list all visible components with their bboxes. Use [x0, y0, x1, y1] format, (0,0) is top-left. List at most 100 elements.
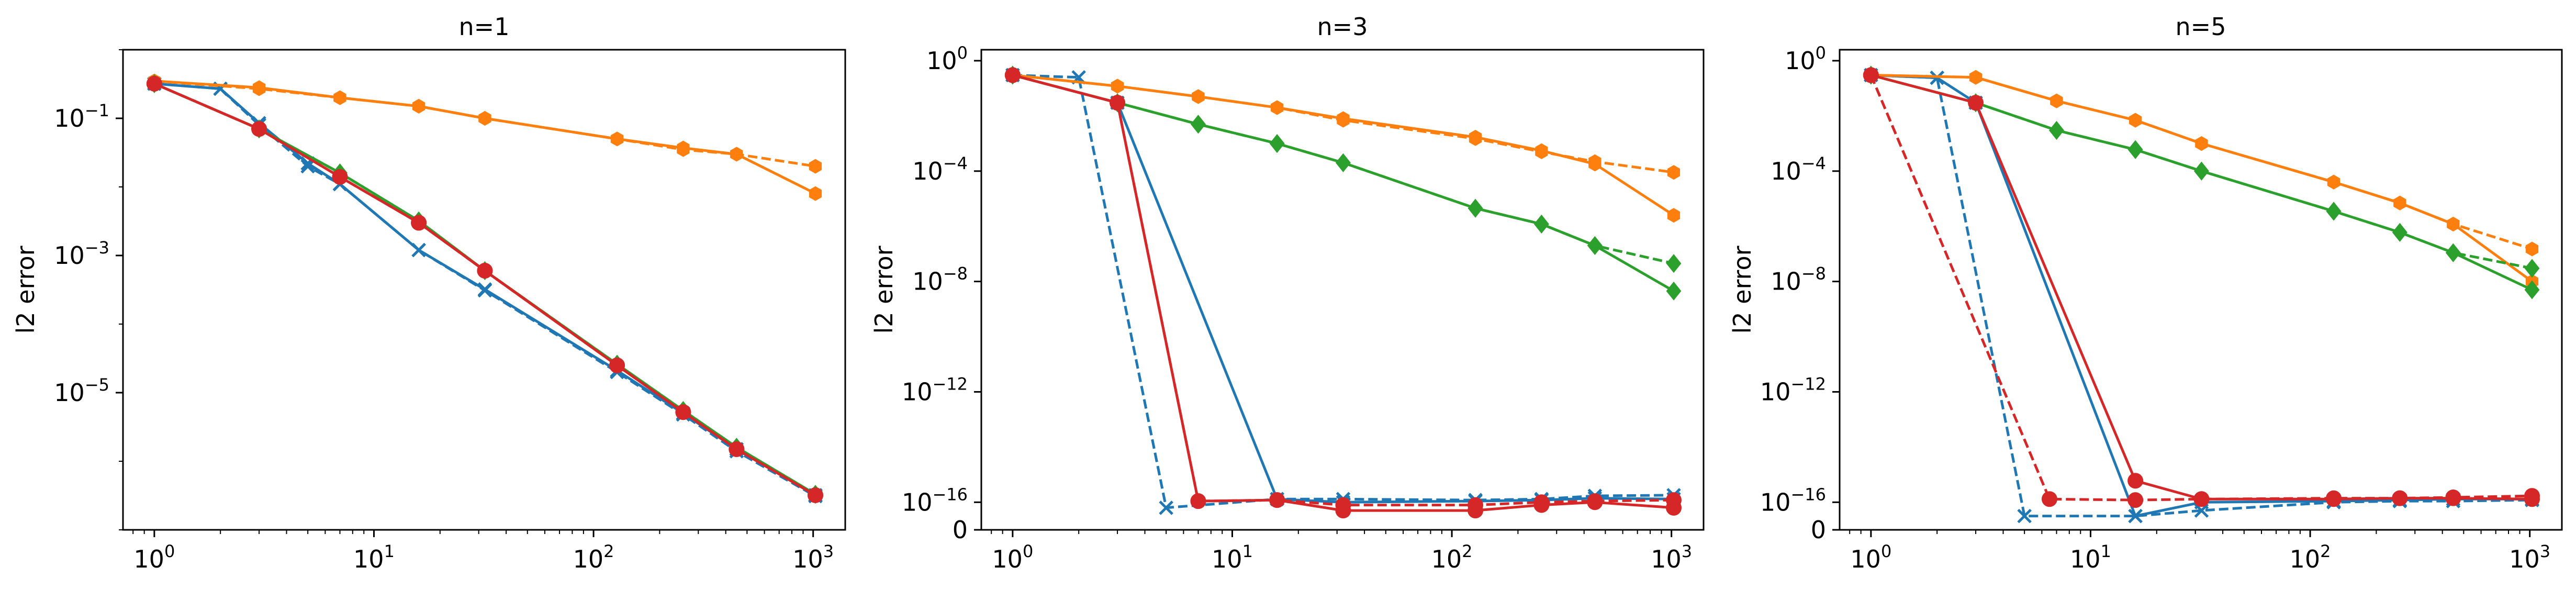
x-tick-label: 102	[573, 541, 614, 573]
data-point	[808, 487, 824, 503]
data-point	[333, 90, 346, 105]
data-point	[332, 169, 348, 185]
data-point	[411, 242, 426, 258]
x-tick-label: 103	[1651, 541, 1692, 573]
data-point	[1337, 113, 1350, 128]
data-point	[1469, 131, 1482, 146]
data-point	[2326, 490, 2342, 506]
data-point	[1004, 67, 1021, 83]
data-point	[2049, 120, 2064, 140]
data-point	[677, 142, 690, 157]
data-point	[1588, 154, 1601, 169]
data-point	[2447, 217, 2460, 231]
data-point	[478, 111, 491, 126]
y-axis-label: l2 error	[1728, 246, 1756, 334]
data-point	[2445, 243, 2461, 262]
data-point	[2127, 140, 2143, 159]
axes-frame	[1839, 49, 2563, 531]
data-point	[1667, 208, 1681, 223]
y-tick-label: 100	[926, 43, 968, 75]
x-tick-label: 103	[2509, 541, 2550, 573]
data-point	[730, 147, 743, 162]
data-point	[1335, 497, 1351, 513]
data-point	[146, 75, 162, 92]
data-point	[609, 357, 625, 373]
data-point	[2393, 195, 2406, 210]
axes-frame	[122, 49, 846, 531]
data-point	[1159, 501, 1173, 515]
series-line-1	[1012, 74, 1674, 504]
y-tick-label: 10−4	[1771, 153, 1826, 185]
data-point	[2041, 491, 2057, 507]
plot-area	[981, 50, 1704, 530]
panel-2: 100 101 102 103 100 10−4 10−8 10−12 10−160 n=3 l2 …	[870, 13, 1705, 573]
data-point	[2129, 113, 2142, 128]
data-point	[477, 283, 492, 298]
data-point	[1863, 67, 1879, 83]
series-group	[1863, 65, 2540, 524]
panel-title: n=1	[459, 13, 510, 41]
data-point	[251, 121, 267, 137]
data-point	[2327, 174, 2340, 190]
x-tick-label: 100	[133, 541, 175, 573]
y-axis-label: l2 error	[12, 246, 40, 334]
data-point	[1468, 497, 1484, 513]
data-point	[1110, 95, 1126, 111]
data-point	[411, 215, 427, 231]
data-point	[1191, 115, 1206, 134]
y-tick-label: 10−4	[912, 153, 968, 185]
data-point	[1969, 70, 1983, 85]
panel-title: n=3	[1317, 13, 1368, 41]
data-point	[2445, 490, 2461, 506]
panel-1: 100 101 102 103 10−1 10−3 10−5 n=1 l2 error	[12, 13, 846, 573]
data-point	[2128, 508, 2143, 524]
x-tick-label: 103	[792, 541, 834, 573]
data-point	[2193, 491, 2210, 507]
y-tick-label: 10−3	[54, 238, 109, 270]
data-point	[2524, 259, 2540, 278]
y-tick-label: 10−1	[54, 101, 109, 132]
y-tick-label: 10−16	[1760, 484, 1826, 516]
data-point	[1666, 281, 1682, 301]
y-tick-label: 0	[953, 516, 968, 544]
series-line-2	[154, 82, 816, 497]
y-tick-label: 10−5	[54, 375, 109, 407]
series-line-7	[1871, 74, 2533, 501]
data-point	[1666, 492, 1682, 508]
data-point	[809, 159, 822, 174]
y-tick-label: 10−8	[1771, 264, 1826, 296]
series-line-8	[153, 82, 816, 496]
panel-3: 100 101 102 103 100 10−4 10−8 10−12 10−160 n=5 l2 …	[1728, 13, 2563, 573]
panel-title: n=5	[2176, 13, 2226, 41]
data-point	[2195, 136, 2208, 151]
data-point	[1269, 492, 1285, 508]
data-point	[675, 404, 691, 420]
data-point	[729, 441, 745, 457]
data-point	[1533, 215, 1549, 234]
data-point	[1667, 165, 1681, 180]
y-tick-label: 10−16	[902, 484, 968, 516]
data-point	[2194, 161, 2209, 181]
data-point	[2524, 488, 2540, 504]
x-tick-label: 100	[1850, 541, 1891, 573]
series-group	[1004, 65, 1682, 519]
data-point	[2326, 202, 2342, 221]
data-point	[1535, 145, 1548, 159]
data-point	[2392, 223, 2407, 242]
series-group	[146, 73, 824, 504]
data-point	[1666, 254, 1682, 273]
data-point	[2127, 473, 2144, 489]
y-tick-label: 10−12	[1760, 374, 1826, 406]
data-point	[610, 131, 624, 147]
data-point	[412, 98, 425, 114]
data-point	[1192, 89, 1205, 104]
data-point	[2050, 93, 2063, 108]
y-tick-label: 10−8	[912, 264, 968, 296]
data-point	[1111, 79, 1124, 94]
data-point	[2524, 280, 2540, 299]
x-tick-label: 100	[992, 541, 1033, 573]
data-point	[252, 81, 266, 96]
x-tick-label: 102	[1431, 541, 1473, 573]
data-point	[2392, 490, 2408, 506]
y-tick-label: 0	[1811, 516, 1826, 544]
